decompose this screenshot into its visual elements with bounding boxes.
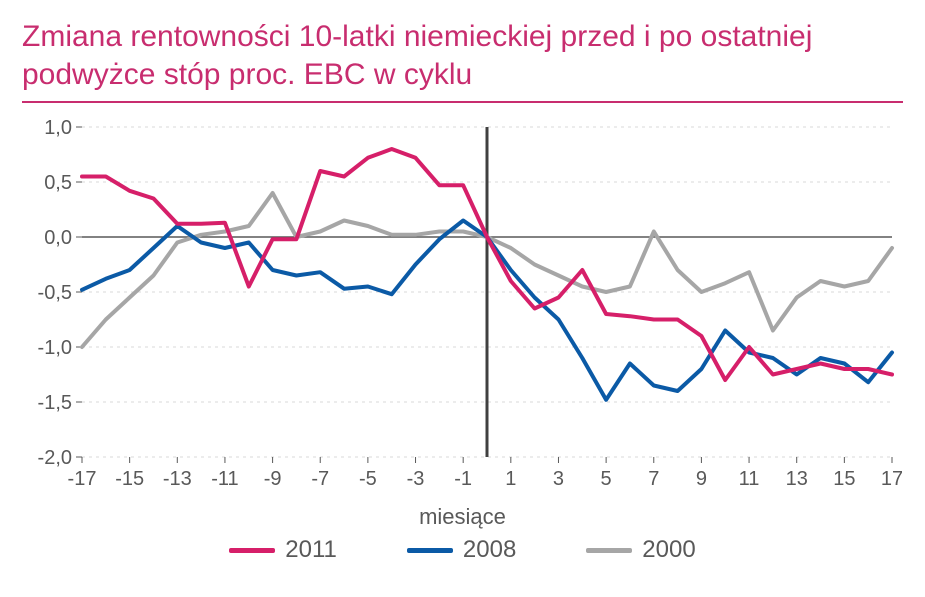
svg-text:-11: -11 <box>211 468 238 490</box>
svg-text:-7: -7 <box>311 468 329 490</box>
title-underline <box>22 101 903 103</box>
svg-text:-9: -9 <box>264 468 282 490</box>
svg-text:-5: -5 <box>359 468 377 490</box>
legend-label: 2000 <box>642 536 695 564</box>
chart-container: 1,00,50,0-0,5-1,0-1,5-2,0-17-15-13-11-9-… <box>22 117 903 502</box>
svg-text:-15: -15 <box>115 468 144 490</box>
svg-text:-3: -3 <box>407 468 425 490</box>
svg-text:1: 1 <box>505 468 516 490</box>
svg-text:-1,0: -1,0 <box>38 337 72 359</box>
svg-text:0,5: 0,5 <box>44 172 72 194</box>
svg-text:11: 11 <box>739 468 760 490</box>
svg-text:-0,5: -0,5 <box>38 282 72 304</box>
svg-text:0,0: 0,0 <box>44 227 72 249</box>
chart-title: Zmiana rentowności 10-latki niemieckiej … <box>22 18 903 93</box>
legend-item-2008: 2008 <box>407 536 516 564</box>
svg-text:-17: -17 <box>68 468 97 490</box>
legend-label: 2008 <box>463 536 516 564</box>
svg-text:1,0: 1,0 <box>44 117 72 139</box>
svg-text:13: 13 <box>786 468 808 490</box>
svg-text:-1,5: -1,5 <box>38 392 72 414</box>
legend-swatch-2011 <box>229 548 275 553</box>
svg-text:5: 5 <box>601 468 612 490</box>
svg-text:9: 9 <box>696 468 707 490</box>
legend-swatch-2008 <box>407 548 453 553</box>
svg-text:-1: -1 <box>454 468 472 490</box>
legend-item-2000: 2000 <box>586 536 695 564</box>
svg-text:-13: -13 <box>163 468 192 490</box>
legend-swatch-2000 <box>586 548 632 553</box>
line-chart: 1,00,50,0-0,5-1,0-1,5-2,0-17-15-13-11-9-… <box>22 117 902 497</box>
svg-text:15: 15 <box>833 468 855 490</box>
svg-text:17: 17 <box>881 468 902 490</box>
svg-text:7: 7 <box>648 468 659 490</box>
legend: 2011 2008 2000 <box>22 536 903 564</box>
legend-item-2011: 2011 <box>229 536 337 564</box>
x-axis-label: miesiące <box>22 504 903 530</box>
legend-label: 2011 <box>285 536 337 564</box>
svg-text:-2,0: -2,0 <box>38 447 72 469</box>
svg-text:3: 3 <box>553 468 564 490</box>
